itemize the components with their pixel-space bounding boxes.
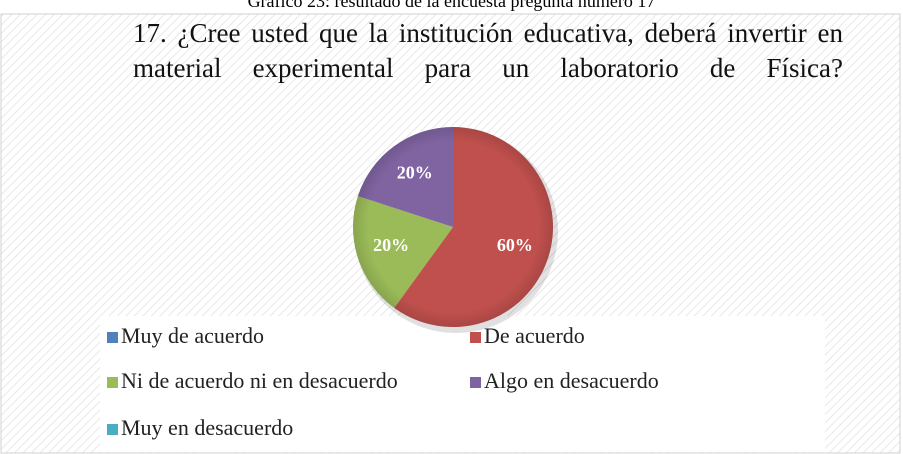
pie-shade — [353, 127, 553, 327]
legend-swatch — [107, 377, 118, 388]
legend-label: Ni de acuerdo ni en desacuerdo — [121, 368, 398, 393]
chart-title: 17. ¿Cree usted que la institución educa… — [133, 18, 843, 83]
legend-swatch — [470, 332, 481, 343]
legend-swatch — [107, 424, 118, 435]
caption: Gráfico 23: resultado de la encuesta pre… — [247, 0, 656, 11]
legend-label: Muy de acuerdo — [121, 323, 264, 348]
legend-swatch — [470, 377, 481, 388]
legend-swatch — [107, 332, 118, 343]
legend-background — [100, 316, 825, 452]
legend-label: De acuerdo — [484, 323, 585, 348]
legend-label: Algo en desacuerdo — [484, 368, 659, 393]
legend-label: Muy en desacuerdo — [121, 415, 293, 440]
